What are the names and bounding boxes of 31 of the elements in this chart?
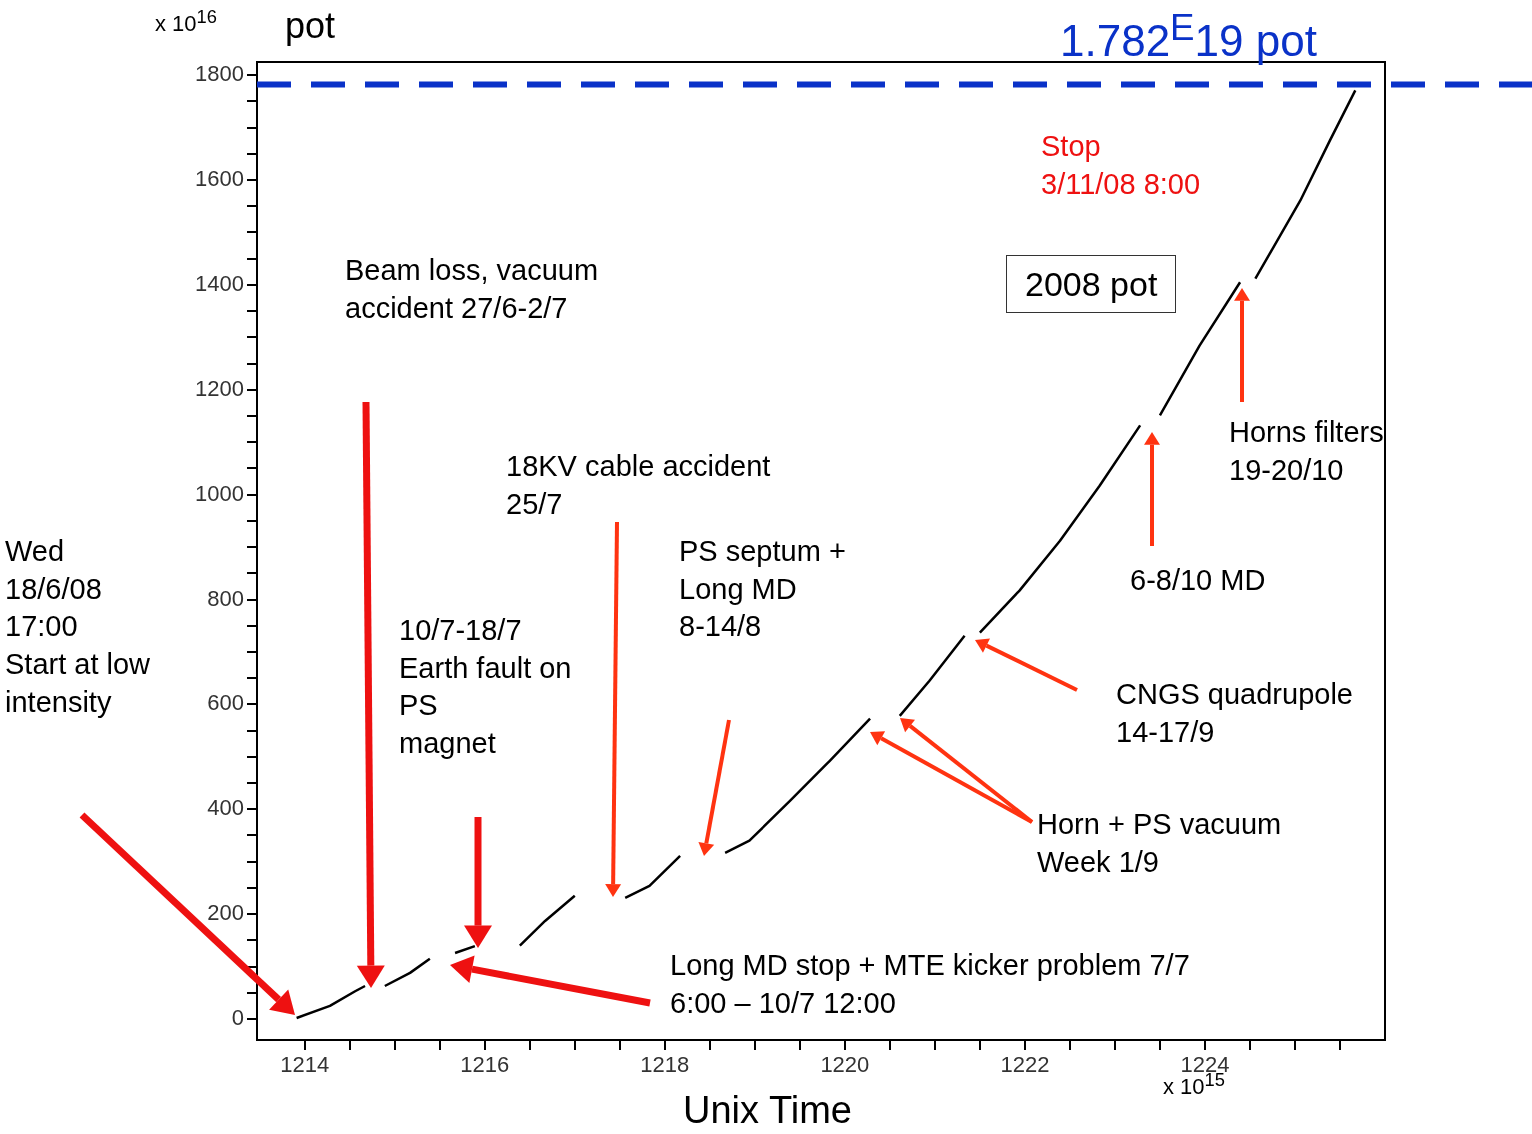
- x-tick-label: 1222: [1000, 1052, 1050, 1078]
- x-axis-title: Unix Time: [683, 1088, 852, 1133]
- annotation: PS septum + Long MD 8-14/8: [679, 534, 846, 645]
- y-tick-label: 800: [207, 585, 244, 611]
- annotation: CNGS quadrupole 14-17/9: [1116, 677, 1353, 750]
- y-tick-label: 400: [207, 795, 244, 821]
- ref-line-label: 1.782$^{E}$19 pot: [1060, 6, 1317, 67]
- y-tick-label: 200: [207, 900, 244, 926]
- annotation: 18KV cable accident 25/7: [506, 449, 771, 522]
- annotation: Horns filters 19-20/10: [1229, 415, 1384, 488]
- y-tick-label: 1400: [195, 270, 244, 296]
- y-tick-label: 1800: [195, 61, 244, 87]
- annotation: Beam loss, vacuum accident 27/6-2/7: [345, 253, 599, 326]
- annotation: Stop 3/11/08 8:00: [1041, 129, 1201, 202]
- text: x 10$^{16}$: [155, 5, 217, 39]
- y-tick-label: 1200: [195, 375, 244, 401]
- annotation: Long MD stop + MTE kicker problem 7/7 6:00 – 10/7 12:00: [670, 948, 1190, 1021]
- y-tick-label: 1600: [195, 166, 244, 192]
- y-tick-label: 600: [207, 690, 244, 716]
- y-axis-title: pot: [285, 4, 336, 48]
- x-tick-label: 1214: [280, 1052, 330, 1078]
- annotation: 10/7-18/7 Earth fault on PS magnet: [399, 613, 572, 762]
- x-tick-label: 1220: [820, 1052, 870, 1078]
- y-tick-label: 0: [231, 1005, 244, 1031]
- text: Wed 18/6/08 17:00 Start at low intensity: [5, 534, 151, 720]
- y-tick-label: 1000: [195, 480, 244, 506]
- x-tick-label: 1218: [640, 1052, 690, 1078]
- annotation: Horn + PS vacuum Week 1/9: [1037, 807, 1282, 880]
- x-tick-label: 1216: [460, 1052, 510, 1078]
- annotation: 6-8/10 MD: [1130, 563, 1266, 598]
- annotation: 2008 pot: [1006, 255, 1177, 314]
